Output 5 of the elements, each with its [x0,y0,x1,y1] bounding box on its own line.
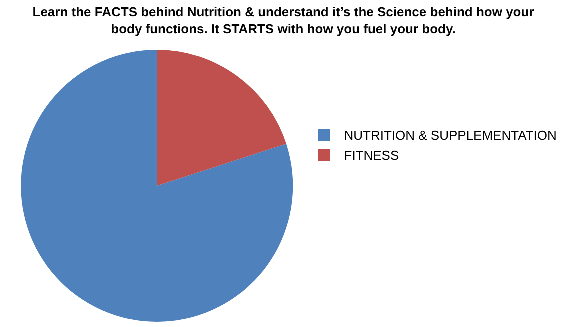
pie-slice [157,50,286,186]
chart-title: Learn the FACTS behind Nutrition & understand it’s the Science behind how your body functions. It STARTS with how you fuel your body. [32,4,534,36]
legend-label: FITNESS [344,148,400,164]
legend-label: NUTRITION & SUPPLEMENTATION [344,128,557,144]
pie-slice [21,50,293,322]
